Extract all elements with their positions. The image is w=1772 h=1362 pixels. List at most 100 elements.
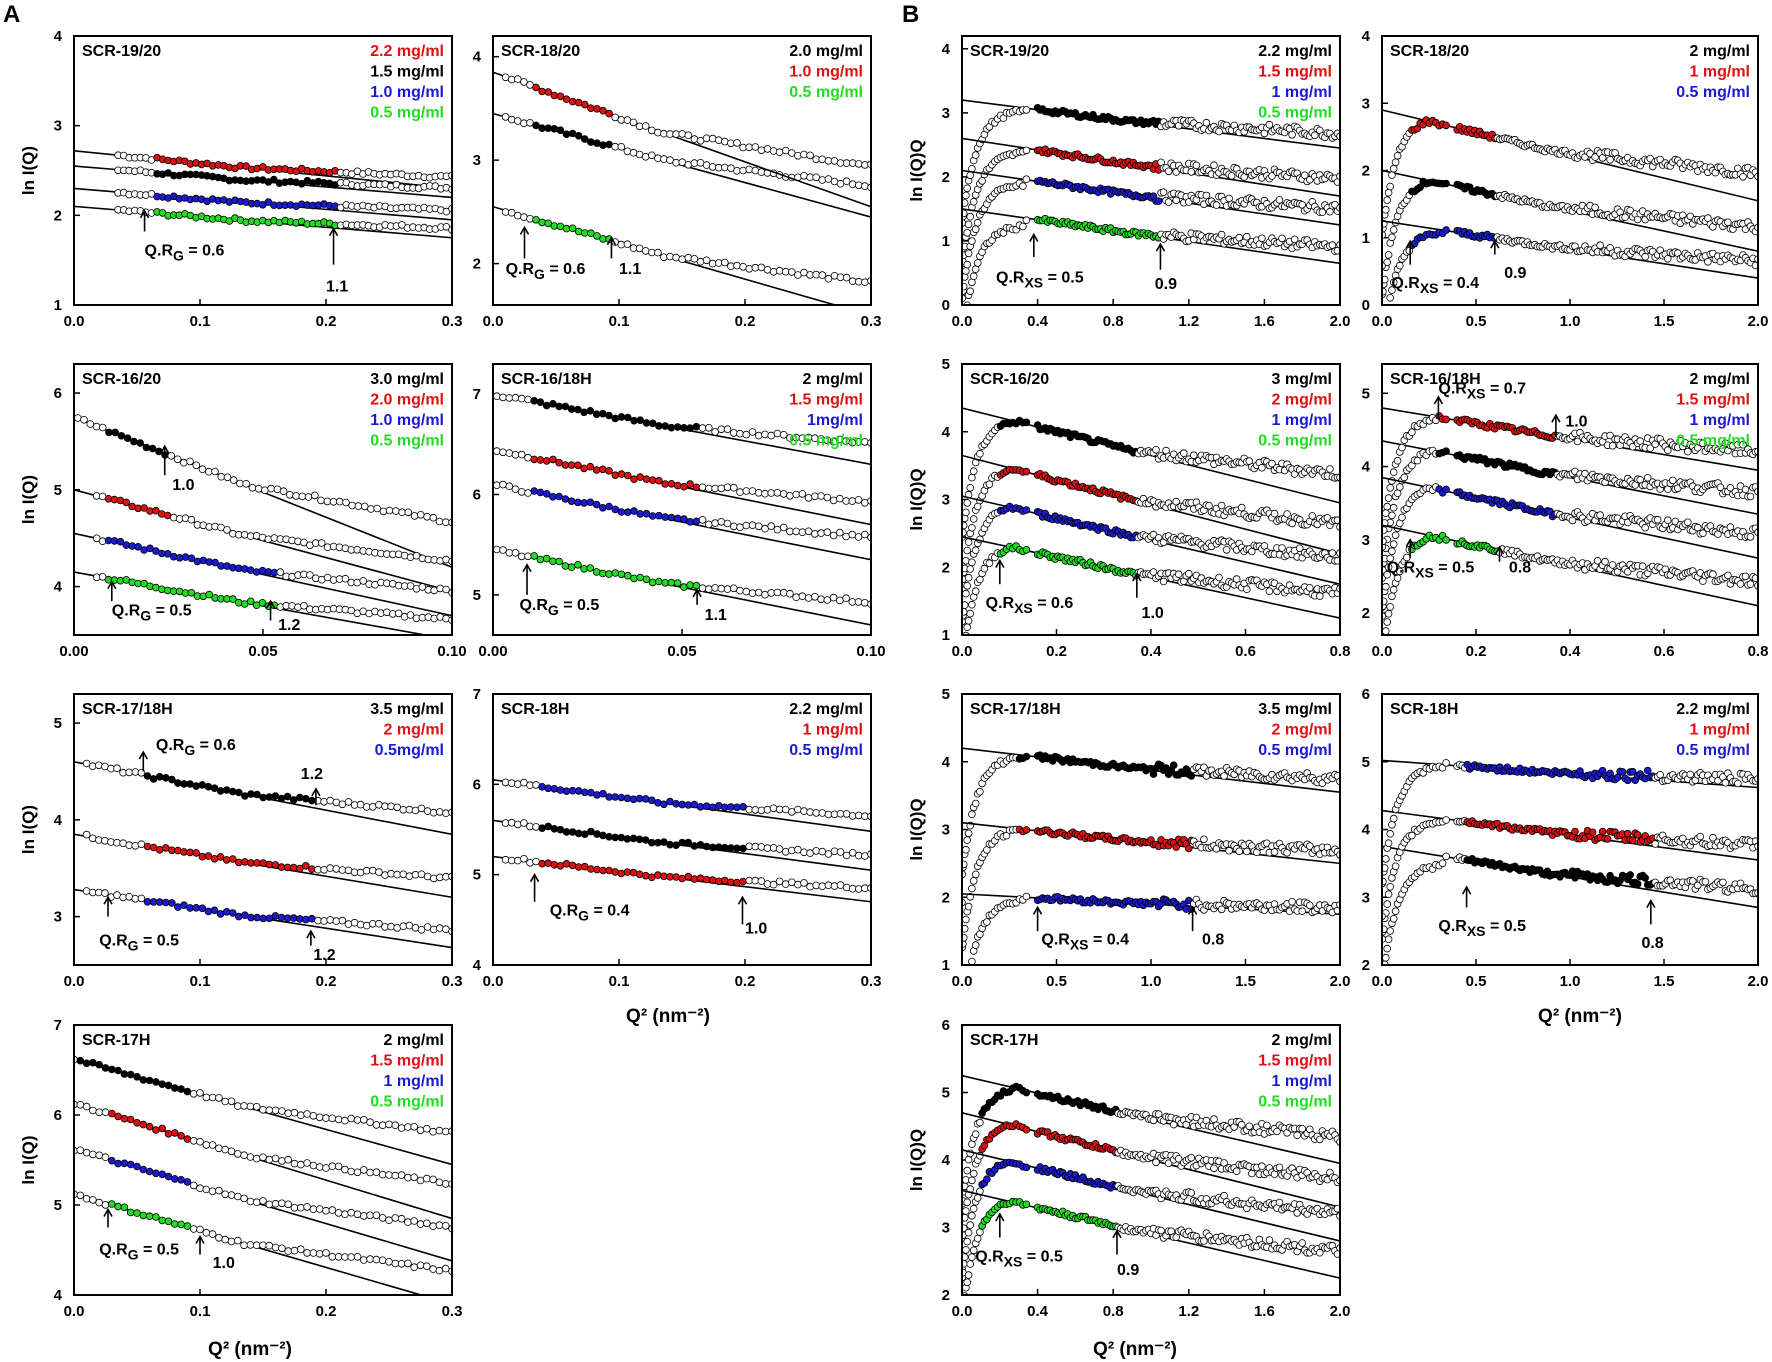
data-point: [204, 907, 213, 916]
data-point: [574, 829, 583, 838]
data-point: [786, 527, 794, 536]
data-point: [824, 274, 833, 283]
legend-entry: 0.5 mg/ml: [370, 105, 444, 122]
data-point: [1606, 156, 1614, 164]
x-tick-label: 2.0: [1330, 313, 1351, 330]
data-point: [811, 492, 819, 501]
data-point: [745, 165, 753, 174]
data-point: [410, 1217, 419, 1225]
data-point: [134, 542, 142, 551]
data-point: [960, 329, 967, 336]
x-tick-label: 0.0: [1372, 313, 1393, 330]
plot-area: [962, 747, 1340, 965]
data-point: [779, 588, 788, 597]
annotation-arrowhead: [195, 1234, 205, 1244]
y-tick-label: 2: [1362, 957, 1370, 974]
panel-title: SCR-16/18H: [1390, 371, 1481, 388]
data-point: [1623, 567, 1632, 576]
data-point: [586, 498, 595, 507]
annotation-label: Q.RXS = 0.5: [1387, 560, 1475, 581]
data-point: [520, 78, 528, 86]
data-point: [394, 609, 403, 618]
data-point: [969, 877, 978, 885]
data-point: [745, 264, 753, 273]
data-point: [812, 173, 820, 182]
data-point: [1382, 597, 1388, 606]
data-point: [556, 786, 565, 794]
data-point: [829, 593, 838, 602]
data-point: [429, 513, 438, 522]
data-point: [530, 396, 538, 405]
legend-entry: 3.0 mg/ml: [370, 371, 444, 388]
data-point: [356, 920, 365, 929]
y-axis-title: ln I(Q): [19, 146, 38, 195]
data-point: [1581, 469, 1589, 478]
data-point: [1379, 346, 1386, 353]
data-point: [550, 125, 559, 133]
annotation-arrowhead: [1433, 395, 1444, 405]
data-point: [101, 889, 109, 897]
data-point: [555, 458, 563, 467]
data-point: [1388, 286, 1396, 294]
data-point: [416, 1176, 425, 1185]
data-point: [962, 191, 970, 200]
data-point: [757, 168, 766, 176]
data-point: [404, 1218, 412, 1226]
data-point: [792, 527, 800, 536]
data-point: [1022, 175, 1031, 184]
data-point: [798, 528, 807, 536]
data-point: [507, 208, 516, 217]
data-point: [177, 1085, 185, 1093]
y-tick-label: 5: [942, 686, 950, 703]
data-point: [729, 429, 738, 437]
data-point: [513, 780, 522, 788]
x-tick-label: 0.4: [1560, 643, 1582, 660]
data-point: [580, 464, 588, 473]
data-point: [680, 515, 688, 523]
data-point: [148, 444, 157, 453]
data-point: [145, 1076, 154, 1085]
data-point: [1187, 772, 1196, 780]
data-point: [617, 833, 626, 842]
x-tick-label: 1.5: [1235, 973, 1256, 990]
data-point: [673, 514, 682, 523]
data-point: [505, 482, 514, 491]
data-point: [648, 512, 657, 520]
data-point: [1633, 880, 1642, 888]
data-point: [680, 583, 688, 591]
data-point: [259, 1241, 267, 1250]
data-point: [592, 410, 601, 419]
data-point: [221, 1097, 230, 1106]
data-point: [211, 467, 219, 476]
annotation-label: 1.0: [172, 477, 194, 494]
plot-frame: [492, 693, 872, 966]
data-point: [962, 521, 968, 530]
data-point: [804, 527, 813, 536]
data-point: [174, 846, 182, 855]
data-point: [963, 499, 971, 507]
data-point: [234, 1192, 242, 1201]
data-point: [641, 153, 650, 161]
data-point: [234, 1236, 242, 1245]
data-point: [962, 845, 970, 854]
data-point: [265, 1200, 274, 1209]
data-point: [549, 399, 557, 408]
legend-entry: 2.0 mg/ml: [789, 43, 863, 60]
data-point: [133, 1209, 141, 1217]
data-point: [806, 808, 814, 816]
data-point: [983, 918, 991, 926]
data-point: [196, 1137, 204, 1146]
data-point: [524, 453, 532, 462]
data-point: [1328, 549, 1337, 557]
data-point: [630, 507, 638, 515]
data-point: [692, 581, 701, 590]
data-point: [296, 1160, 305, 1169]
legend-entry: 0.5 mg/ml: [789, 84, 863, 101]
data-point: [686, 424, 694, 432]
data-point: [667, 479, 676, 488]
data-point: [416, 1261, 425, 1270]
data-point: [303, 1110, 311, 1118]
data-point: [704, 423, 713, 432]
data-point: [375, 919, 383, 928]
data-point: [623, 147, 632, 156]
